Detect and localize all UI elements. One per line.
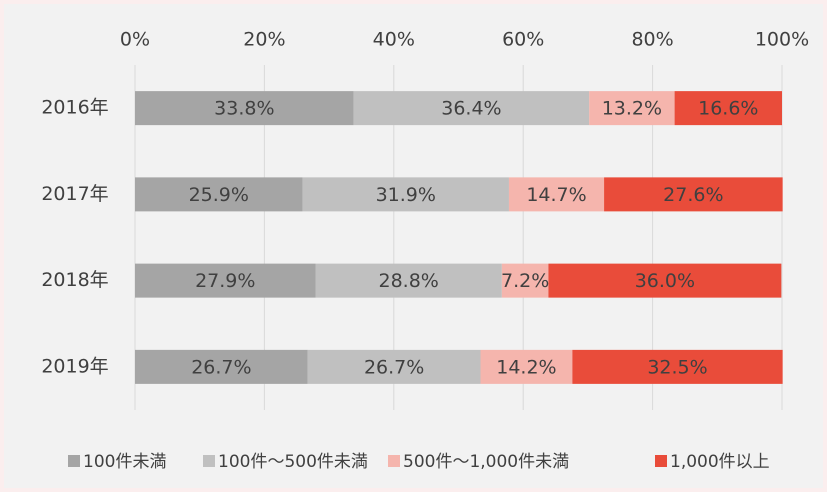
bar-segment [135, 349, 308, 384]
x-tick-label: 80% [631, 29, 673, 51]
bar-segment [674, 91, 782, 126]
y-tick-label: 2019年 [41, 355, 108, 377]
y-tick-label: 2017年 [41, 183, 108, 205]
data-label: 31.9% [376, 184, 436, 206]
data-label: 28.8% [379, 270, 439, 292]
legend-swatch [203, 455, 215, 467]
bar-segment [548, 263, 782, 298]
x-tick-label: 0% [120, 29, 150, 51]
bar-segment [572, 349, 783, 384]
data-label: 14.7% [526, 184, 586, 206]
data-label: 26.7% [191, 356, 251, 378]
chart-background [4, 4, 823, 488]
y-tick-label: 2016年 [41, 97, 108, 119]
data-label: 36.0% [635, 270, 695, 292]
bar-segment [307, 349, 481, 384]
bar-segment [604, 177, 783, 212]
data-label: 36.4% [441, 98, 501, 120]
bar-segment [315, 263, 502, 298]
bar-segment [353, 91, 590, 126]
bar-segment [589, 91, 675, 126]
legend-label: 100件未満 [83, 452, 166, 472]
bar-segment [480, 349, 573, 384]
x-tick-label: 60% [502, 29, 544, 51]
data-label: 27.9% [195, 270, 255, 292]
x-tick-label: 100% [755, 29, 809, 51]
legend-label: 1,000件以上 [670, 452, 770, 472]
bar-segment [501, 263, 549, 298]
data-label: 16.6% [698, 98, 758, 120]
x-tick-label: 20% [243, 29, 285, 51]
legend-label: 100件～500件未満 [218, 452, 368, 472]
data-label: 25.9% [189, 184, 249, 206]
data-label: 7.2% [501, 270, 549, 292]
bar-segment [508, 177, 605, 212]
legend-swatch [655, 455, 667, 467]
data-label: 32.5% [647, 356, 707, 378]
bar-segment [302, 177, 509, 212]
legend-label: 500件～1,000件未満 [403, 452, 569, 472]
legend-swatch [388, 455, 400, 467]
data-label: 27.6% [663, 184, 723, 206]
legend-swatch [68, 455, 80, 467]
data-label: 13.2% [602, 98, 662, 120]
data-label: 26.7% [364, 356, 424, 378]
bar-segment [135, 263, 316, 298]
data-label: 14.2% [496, 356, 556, 378]
bar-segment [135, 177, 303, 212]
x-tick-label: 40% [373, 29, 415, 51]
y-tick-label: 2018年 [41, 269, 108, 291]
bar-segment [135, 91, 354, 126]
data-label: 33.8% [214, 98, 274, 120]
